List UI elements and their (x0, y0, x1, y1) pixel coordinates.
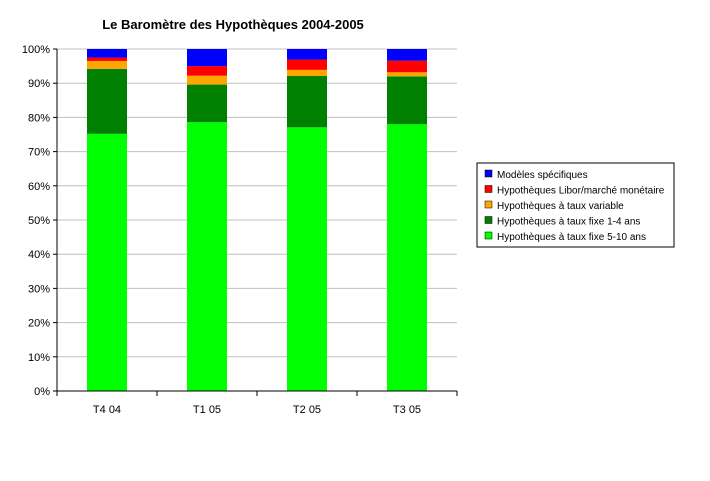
y-tick-label: 50% (28, 215, 50, 227)
x-tick-label: T3 05 (393, 404, 421, 416)
bar-segment (187, 84, 227, 123)
y-tick-label: 60% (28, 181, 50, 193)
y-tick-label: 80% (28, 112, 50, 124)
bar-segment (87, 49, 127, 58)
legend-swatch (484, 200, 493, 209)
y-tick-label: 10% (28, 352, 50, 364)
bar-segment (187, 49, 227, 67)
bar-segment (387, 60, 427, 73)
bar-segment (287, 49, 327, 60)
bar-segment (387, 124, 427, 392)
bar-segment (187, 122, 227, 392)
y-axis-ticks: 0% 10% 20% 30% 40% 50% 60% 70% 80% 90% 100% (22, 44, 57, 398)
bar-segment (287, 76, 327, 128)
legend-label: Hypothèques à taux variable (497, 201, 624, 212)
legend: Modèles spécifiques Hypothèques Libor/mar… (476, 162, 675, 248)
bar-segment (87, 133, 127, 392)
bar-segment (387, 76, 427, 125)
bar-segment (87, 57, 127, 61)
bar-segment (287, 59, 327, 70)
y-tick-label: 100% (22, 44, 50, 56)
x-axis-ticks: T4 04 T1 05 T2 05 T3 05 (56, 391, 458, 416)
bar-segment (187, 75, 227, 85)
y-tick-label: 70% (28, 147, 50, 159)
y-tick-label: 40% (28, 249, 50, 261)
x-tick-label: T4 04 (93, 404, 121, 416)
y-tick-label: 90% (28, 78, 50, 90)
bars (87, 49, 427, 392)
legend-label: Hypothèques à taux fixe 5-10 ans (497, 232, 646, 243)
y-tick-label: 30% (28, 283, 50, 295)
bar-segment (287, 69, 327, 77)
y-tick-label: 20% (28, 318, 50, 330)
bar-segment (87, 60, 127, 69)
bar-segment (387, 72, 427, 77)
legend-label: Modèles spécifiques (497, 170, 588, 181)
chart-title: Le Baromètre des Hypothèques 2004-2005 (102, 17, 364, 32)
y-tick-label: 0% (34, 386, 50, 398)
legend-label: Hypothèques Libor/marché monétaire (497, 186, 665, 197)
legend-box (476, 162, 675, 248)
bar-segment (187, 66, 227, 76)
legend-label: Hypothèques à taux fixe 1-4 ans (497, 217, 640, 228)
legend-swatch (484, 169, 493, 178)
x-tick-label: T2 05 (293, 404, 321, 416)
legend-swatch (484, 231, 493, 240)
bar-segment (87, 68, 127, 134)
legend-swatch (484, 185, 493, 193)
x-tick-label: T1 05 (193, 404, 221, 416)
bar-segment (387, 49, 427, 61)
legend-swatch (484, 216, 493, 224)
bar-segment (287, 127, 327, 392)
